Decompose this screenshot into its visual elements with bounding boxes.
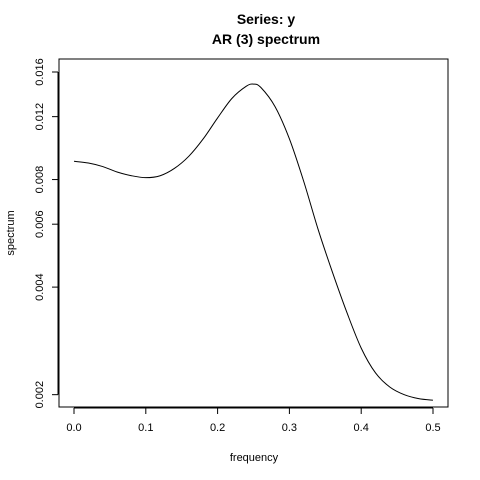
x-tick-label: 0.5 xyxy=(425,422,440,434)
y-tick-label: 0.002 xyxy=(34,381,46,409)
x-tick-label: 0.3 xyxy=(282,422,297,434)
y-tick-label: 0.004 xyxy=(34,273,46,301)
x-tick-label: 0.0 xyxy=(66,422,81,434)
plot-frame xyxy=(58,58,449,408)
y-axis-label: spectrum xyxy=(5,210,17,255)
chart-title: Series: y xyxy=(237,11,296,27)
x-axis: 0.0 0.1 0.2 0.3 0.4 0.5 xyxy=(66,407,441,434)
x-axis-label: frequency xyxy=(230,452,279,464)
y-tick-label: 0.006 xyxy=(34,210,46,238)
y-tick-label: 0.012 xyxy=(34,103,46,131)
x-tick-label: 0.1 xyxy=(138,422,153,434)
chart-subtitle: AR (3) spectrum xyxy=(212,31,320,47)
spectrum-line xyxy=(73,83,434,401)
x-tick-label: 0.4 xyxy=(354,422,369,434)
y-axis: 0.002 0.004 0.006 0.008 0.012 0.016 xyxy=(34,58,59,409)
y-tick-label: 0.008 xyxy=(34,166,46,194)
x-tick-label: 0.2 xyxy=(210,422,225,434)
y-tick-label: 0.016 xyxy=(34,58,46,86)
